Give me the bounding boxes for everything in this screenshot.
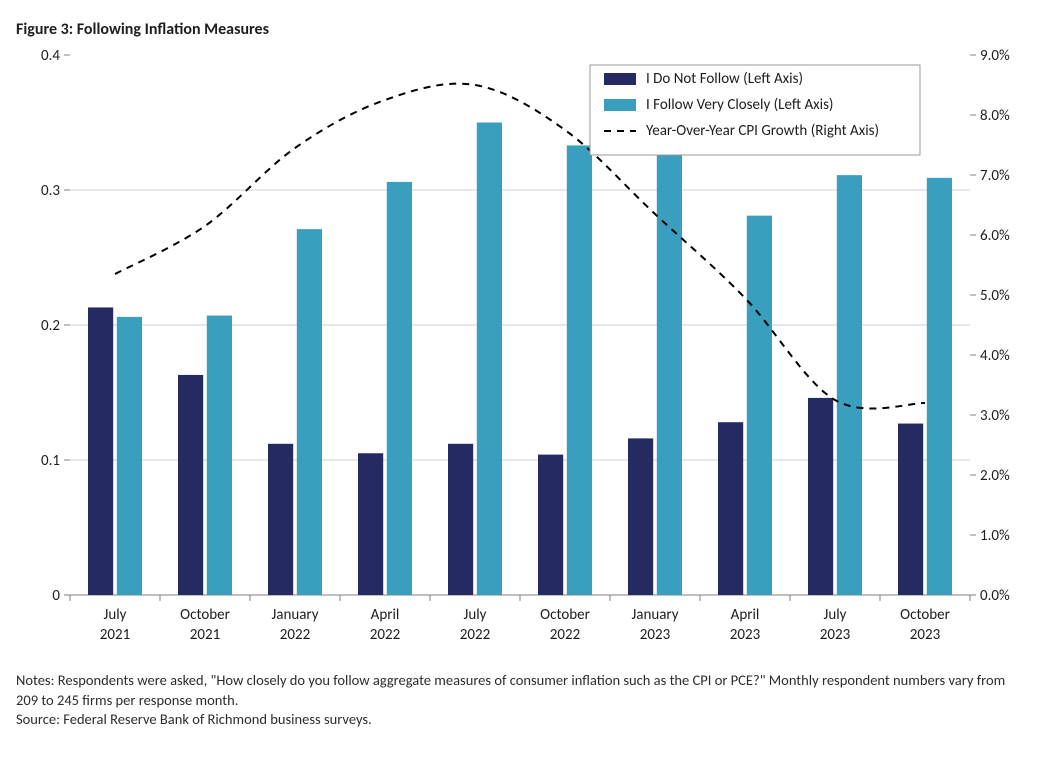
svg-text:0.4: 0.4 xyxy=(41,47,60,65)
svg-text:I Follow Very Closely (Left Ax: I Follow Very Closely (Left Axis) xyxy=(646,96,833,114)
notes-source: Source: Federal Reserve Bank of Richmond… xyxy=(16,710,1016,730)
svg-text:0.2: 0.2 xyxy=(41,317,60,335)
svg-text:January: January xyxy=(631,606,678,624)
svg-text:4.0%: 4.0% xyxy=(980,347,1010,365)
bar xyxy=(628,438,653,595)
bar xyxy=(268,444,293,595)
svg-text:I Do Not Follow (Left Axis): I Do Not Follow (Left Axis) xyxy=(646,70,803,88)
svg-text:8.0%: 8.0% xyxy=(980,107,1010,125)
svg-text:2021: 2021 xyxy=(100,626,130,644)
bar xyxy=(297,229,322,595)
bar xyxy=(657,147,682,595)
bar xyxy=(718,422,743,595)
bar xyxy=(567,145,592,595)
svg-text:2022: 2022 xyxy=(550,626,580,644)
svg-text:October: October xyxy=(180,606,230,624)
svg-text:5.0%: 5.0% xyxy=(980,287,1010,305)
svg-text:2023: 2023 xyxy=(820,626,851,644)
figure-title: Figure 3: Following Inflation Measures xyxy=(16,20,1020,39)
bar xyxy=(477,123,502,596)
chart-svg: 0 0.1 0.2 0.3 0.4 0.0% 1.0% 2.0% 3.0% 4.0% 5.0% 6.0… xyxy=(16,45,1016,665)
svg-text:2022: 2022 xyxy=(280,626,310,644)
bar xyxy=(88,307,113,595)
svg-text:0: 0 xyxy=(52,587,60,605)
svg-text:July: July xyxy=(104,606,127,624)
svg-text:January: January xyxy=(271,606,318,624)
notes-text: Notes: Respondents were asked, "How clos… xyxy=(16,671,1016,710)
svg-text:2022: 2022 xyxy=(460,626,490,644)
svg-text:2.0%: 2.0% xyxy=(980,467,1010,485)
bar xyxy=(808,398,833,595)
svg-text:October: October xyxy=(900,606,950,624)
bar xyxy=(898,424,923,595)
bar xyxy=(448,444,473,595)
svg-text:2023: 2023 xyxy=(910,626,941,644)
svg-text:0.3: 0.3 xyxy=(41,182,60,200)
bar xyxy=(747,216,772,595)
svg-text:July: July xyxy=(464,606,487,624)
bar xyxy=(358,453,383,595)
svg-text:Year-Over-Year CPI Growth (Rig: Year-Over-Year CPI Growth (Right Axis) xyxy=(646,122,879,140)
svg-text:2022: 2022 xyxy=(370,626,400,644)
bar xyxy=(387,182,412,595)
svg-text:2023: 2023 xyxy=(640,626,671,644)
bar xyxy=(837,175,862,595)
svg-text:1.0%: 1.0% xyxy=(980,527,1010,545)
bar xyxy=(207,316,232,595)
svg-text:7.0%: 7.0% xyxy=(980,167,1010,185)
svg-text:April: April xyxy=(371,606,400,624)
bar xyxy=(538,455,563,595)
bar xyxy=(117,317,142,595)
svg-text:6.0%: 6.0% xyxy=(980,227,1010,245)
svg-text:April: April xyxy=(731,606,760,624)
chart-container: 0 0.1 0.2 0.3 0.4 0.0% 1.0% 2.0% 3.0% 4.0% 5.0% 6.0… xyxy=(16,45,1016,665)
svg-text:3.0%: 3.0% xyxy=(980,407,1010,425)
bar xyxy=(927,178,952,595)
svg-text:October: October xyxy=(540,606,590,624)
svg-text:0.0%: 0.0% xyxy=(980,587,1010,605)
bar xyxy=(178,375,203,595)
notes-block: Notes: Respondents were asked, "How clos… xyxy=(16,671,1016,730)
svg-text:2021: 2021 xyxy=(190,626,220,644)
svg-text:2023: 2023 xyxy=(730,626,761,644)
svg-text:July: July xyxy=(824,606,847,624)
svg-text:0.1: 0.1 xyxy=(41,452,60,470)
svg-text:9.0%: 9.0% xyxy=(980,47,1010,65)
